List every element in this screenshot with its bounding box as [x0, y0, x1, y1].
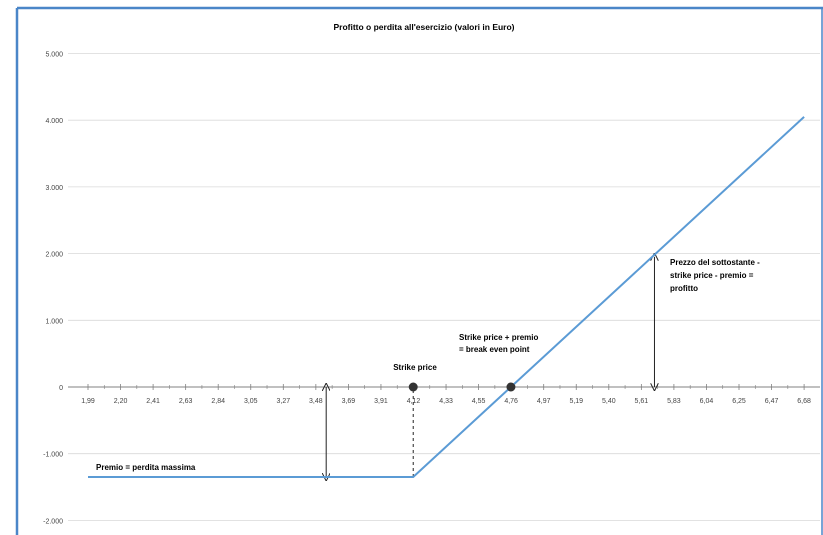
- y-axis: 5.000 4.000 3.000 2.000 1.000 0 -1.000 -2.000: [43, 52, 63, 526]
- x-tick-label-2: 2,41: [146, 398, 160, 405]
- chart-title: Profitto o perdita all'esercizio (valori…: [333, 22, 514, 32]
- x-tick-label-8: 3,69: [342, 398, 356, 405]
- x-tick-label-11: 4,33: [439, 398, 453, 405]
- marker-point-1: [506, 382, 516, 392]
- y-tick-label-0: 5.000: [45, 52, 63, 59]
- payoff-line-0: [88, 116, 805, 478]
- x-tick-label-10: 4,12: [407, 398, 421, 405]
- x-tick-label-9: 3,91: [374, 398, 388, 405]
- x-tick-label-20: 6,25: [732, 398, 746, 405]
- x-tick-label-13: 4,76: [504, 398, 518, 405]
- marker-point-0: [408, 382, 418, 392]
- x-tick-label-6: 3,27: [276, 398, 290, 405]
- y-tick-label-5: 0: [59, 385, 63, 392]
- x-tick-label-1: 2,20: [114, 398, 128, 405]
- x-tick-label-5: 3,05: [244, 398, 258, 405]
- annotation-break-even-line1: Strike price + premio: [459, 333, 538, 342]
- x-tick-label-22: 6,68: [797, 398, 811, 405]
- annotation-profit-line2: strike price - premio =: [670, 271, 754, 280]
- annotation-profit-line3: profitto: [670, 284, 698, 293]
- y-tick-label-4: 1.000: [45, 318, 63, 325]
- x-tick-label-16: 5,40: [602, 398, 616, 405]
- annotation-guides: [326, 257, 654, 477]
- x-tick-label-12: 4,55: [472, 398, 486, 405]
- markers-layer: [408, 382, 516, 392]
- x-tick-label-4: 2,84: [211, 398, 225, 405]
- y-tick-label-7: -2.000: [43, 518, 63, 525]
- x-tick-label-18: 5,83: [667, 398, 681, 405]
- gridlines: [68, 53, 820, 521]
- x-tick-label-14: 4,97: [537, 398, 551, 405]
- annotation-premium: Premio = perdita massima: [96, 463, 196, 472]
- y-tick-label-3: 2.000: [45, 252, 63, 259]
- x-tick-label-0: 1,99: [81, 398, 95, 405]
- series-layer: [88, 116, 805, 478]
- annotation-break-even-line2: = break even point: [459, 345, 530, 354]
- x-axis: [68, 384, 820, 390]
- annotation-profit-line1: Prezzo del sottostante -: [670, 258, 760, 267]
- y-tick-label-6: -1.000: [43, 452, 63, 459]
- x-tick-label-21: 6,47: [765, 398, 779, 405]
- x-tick-label-7: 3,48: [309, 398, 323, 405]
- x-tick-label-17: 5,61: [635, 398, 649, 405]
- x-tick-label-15: 5,19: [569, 398, 583, 405]
- x-axis-labels: 1,99 2,20 2,41 2,63 2,84 3,05 3,27 3,48 3,69 3,91…: [81, 398, 811, 405]
- annotation-strike-price: Strike price: [393, 363, 437, 372]
- y-tick-label-1: 4.000: [45, 118, 63, 125]
- x-tick-label-3: 2,63: [179, 398, 193, 405]
- y-tick-label-2: 3.000: [45, 185, 63, 192]
- x-tick-label-19: 6,04: [700, 398, 714, 405]
